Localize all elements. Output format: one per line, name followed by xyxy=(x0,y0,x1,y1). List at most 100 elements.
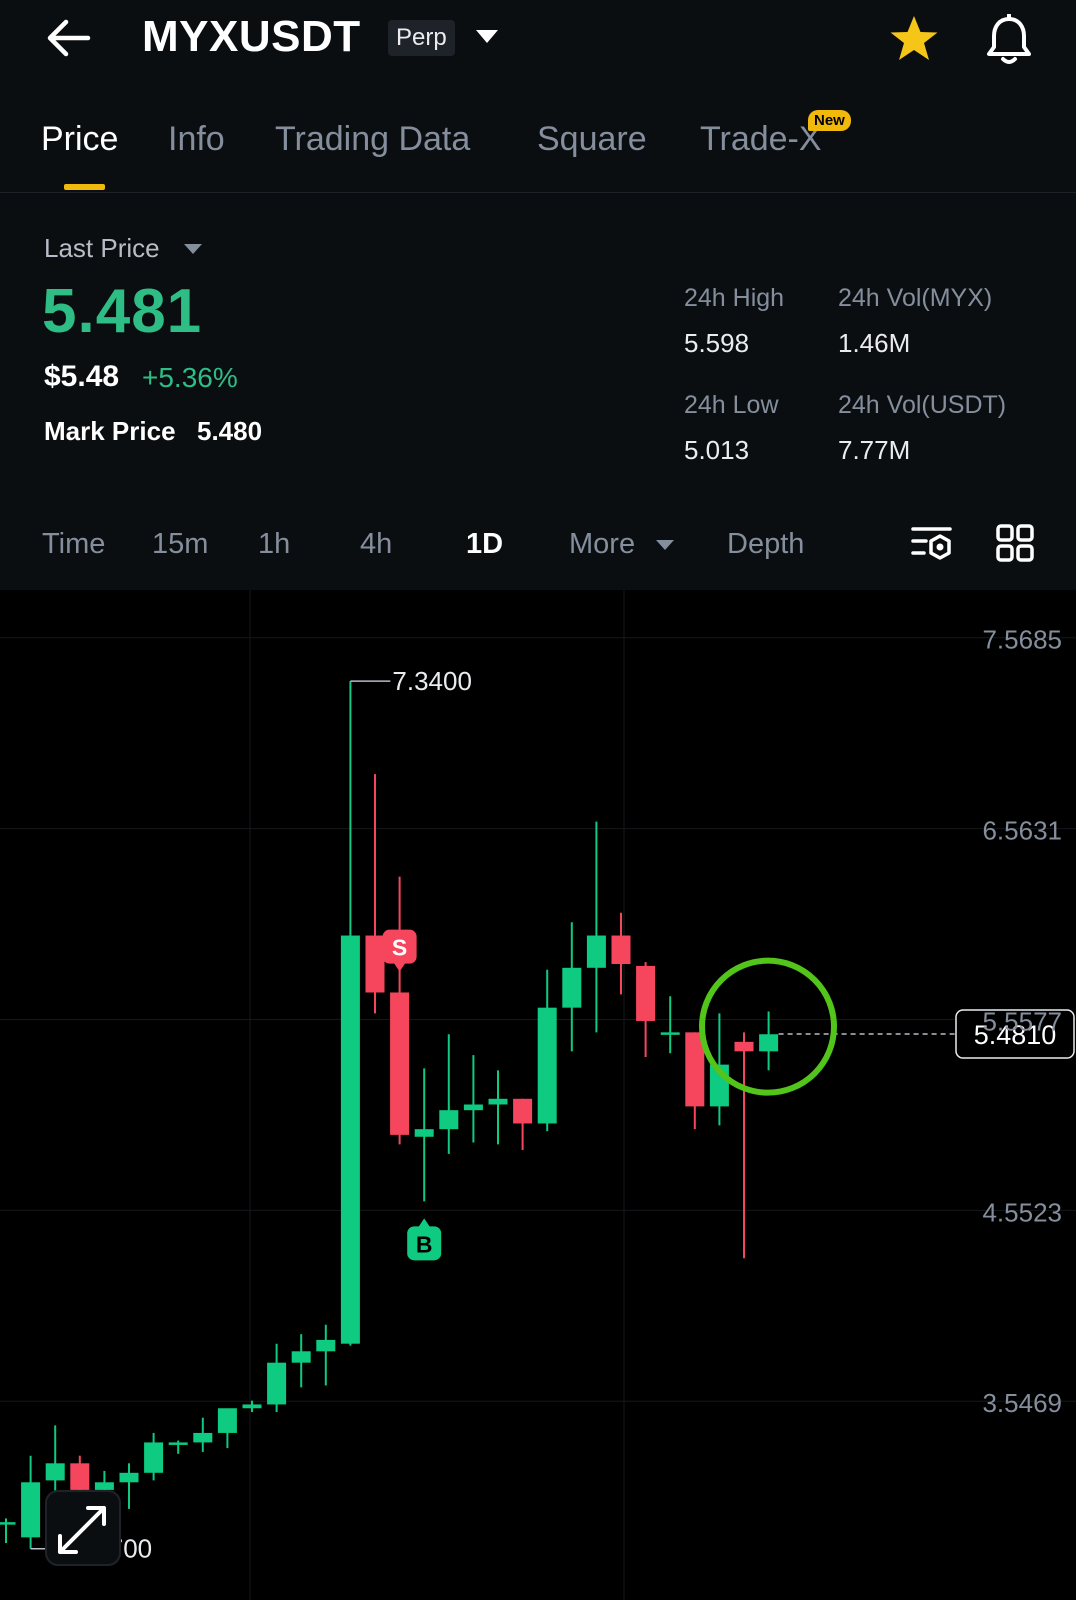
candle-body xyxy=(291,1351,311,1363)
candle xyxy=(119,1463,139,1509)
usd-price: $5.48 xyxy=(44,360,120,393)
chevron-down-icon[interactable] xyxy=(476,30,498,43)
candle-body xyxy=(685,1032,705,1107)
indicator-settings-icon[interactable] xyxy=(910,524,954,569)
candle xyxy=(537,969,557,1132)
candle-body xyxy=(267,1362,287,1405)
highlight-circle xyxy=(699,957,837,1096)
candle xyxy=(562,922,582,1052)
candle-body xyxy=(365,935,385,993)
candle-body xyxy=(0,1522,16,1525)
candle-body xyxy=(586,935,606,968)
candlestick-chart[interactable]: 7.34002.7700SB5.4810 7.56856.56315.55774… xyxy=(0,590,1076,1600)
candle xyxy=(21,1455,41,1549)
chart-grid xyxy=(0,590,1076,1600)
timeframe-4h[interactable]: 4h xyxy=(360,528,393,560)
candle xyxy=(734,1032,754,1259)
candle xyxy=(193,1417,213,1452)
candle xyxy=(685,1032,705,1130)
layout-grid-icon[interactable] xyxy=(996,524,1034,567)
y-tick-label: 7.5685 xyxy=(982,625,1062,655)
candle xyxy=(217,1408,237,1449)
vol-base-label: 24h Vol(MYX) xyxy=(838,284,993,312)
last-price-label[interactable]: Last Price xyxy=(44,233,160,263)
vol-quote-value: 7.77M xyxy=(838,435,911,465)
chevron-down-icon[interactable] xyxy=(184,244,202,254)
timeframe-1h[interactable]: 1h xyxy=(258,528,291,560)
candle xyxy=(759,1011,779,1071)
symbol-title[interactable]: MYXUSDT xyxy=(142,12,361,61)
chevron-down-icon[interactable] xyxy=(656,540,674,550)
candle xyxy=(439,1034,459,1154)
price-change-percent: +5.36% xyxy=(142,362,238,393)
buy-marker-label: B xyxy=(416,1231,433,1257)
candle xyxy=(611,912,631,995)
timeframe-time[interactable]: Time xyxy=(42,528,106,560)
candle-body xyxy=(611,935,631,965)
high-24h-label: 24h High xyxy=(684,284,785,312)
expand-chart-icon[interactable] xyxy=(45,1490,121,1566)
candle-body xyxy=(660,1032,680,1035)
candle xyxy=(0,1518,16,1544)
bell-icon[interactable] xyxy=(984,13,1034,66)
candle-body xyxy=(636,965,656,1021)
sell-marker-pointer xyxy=(393,962,406,972)
tab-price[interactable]: Price xyxy=(41,120,119,158)
new-badge: New xyxy=(808,110,851,131)
candle-body xyxy=(340,935,360,1344)
candle-body xyxy=(734,1041,754,1052)
tab-trade-x[interactable]: Trade-X xyxy=(700,120,822,158)
low-24h-label: 24h Low xyxy=(684,391,779,419)
candle xyxy=(488,1070,508,1145)
candle xyxy=(365,774,385,1014)
active-tab-indicator xyxy=(64,184,105,190)
contract-type-badge[interactable]: Perp xyxy=(388,20,455,56)
y-tick-label: 4.5523 xyxy=(982,1197,1062,1227)
low-24h-value: 5.013 xyxy=(684,435,750,465)
candle-body xyxy=(759,1034,779,1052)
buy-signal-marker: B xyxy=(407,1218,442,1261)
timeframe-15m[interactable]: 15m xyxy=(152,528,209,560)
buy-marker-badge xyxy=(407,1226,442,1261)
timeframe-more[interactable]: More xyxy=(569,528,636,560)
candle xyxy=(636,962,656,1058)
candle xyxy=(168,1440,188,1454)
candle xyxy=(291,1334,311,1388)
vol-quote-label: 24h Vol(USDT) xyxy=(838,391,1007,419)
star-icon[interactable] xyxy=(888,14,940,64)
candle xyxy=(340,681,360,1346)
high-24h-value: 5.598 xyxy=(684,328,750,358)
market-header-panel xyxy=(0,0,1076,590)
app-header: MYXUSDT Perp xyxy=(0,0,1076,86)
max-price-label: 7.3400 xyxy=(392,666,472,696)
current-price-tag: 5.4810 xyxy=(955,1009,1075,1059)
current-price-label: 5.4810 xyxy=(974,1020,1057,1050)
candle-body xyxy=(168,1442,188,1445)
back-arrow-icon[interactable] xyxy=(44,18,94,58)
candle-body xyxy=(94,1482,114,1490)
y-tick-label: 3.5469 xyxy=(982,1388,1062,1418)
candle xyxy=(414,1068,434,1202)
tab-square[interactable]: Square xyxy=(537,120,647,158)
timeframe-depth[interactable]: Depth xyxy=(727,528,805,560)
candle-body xyxy=(488,1098,508,1105)
candle-body xyxy=(414,1129,434,1137)
sell-marker-label: S xyxy=(392,935,407,961)
tab-trading-data[interactable]: Trading Data xyxy=(275,120,471,158)
mark-price-value: 5.480 xyxy=(197,416,263,446)
timeframe-1d[interactable]: 1D xyxy=(466,528,504,560)
candle xyxy=(267,1343,287,1413)
candle-series xyxy=(0,681,779,1549)
y-tick-label: 5.5577 xyxy=(982,1006,1062,1036)
sell-signal-marker: S xyxy=(382,929,417,972)
candle-body xyxy=(242,1404,262,1409)
candle-body xyxy=(45,1463,65,1481)
current-price-box xyxy=(955,1009,1075,1059)
mark-price-label: Mark Price xyxy=(44,416,176,446)
candle-body xyxy=(144,1442,164,1473)
candle-body xyxy=(562,967,582,1008)
candle xyxy=(242,1400,262,1413)
tab-info[interactable]: Info xyxy=(168,120,225,158)
candle-body xyxy=(217,1408,237,1433)
y-tick-label: 6.5631 xyxy=(982,816,1062,846)
